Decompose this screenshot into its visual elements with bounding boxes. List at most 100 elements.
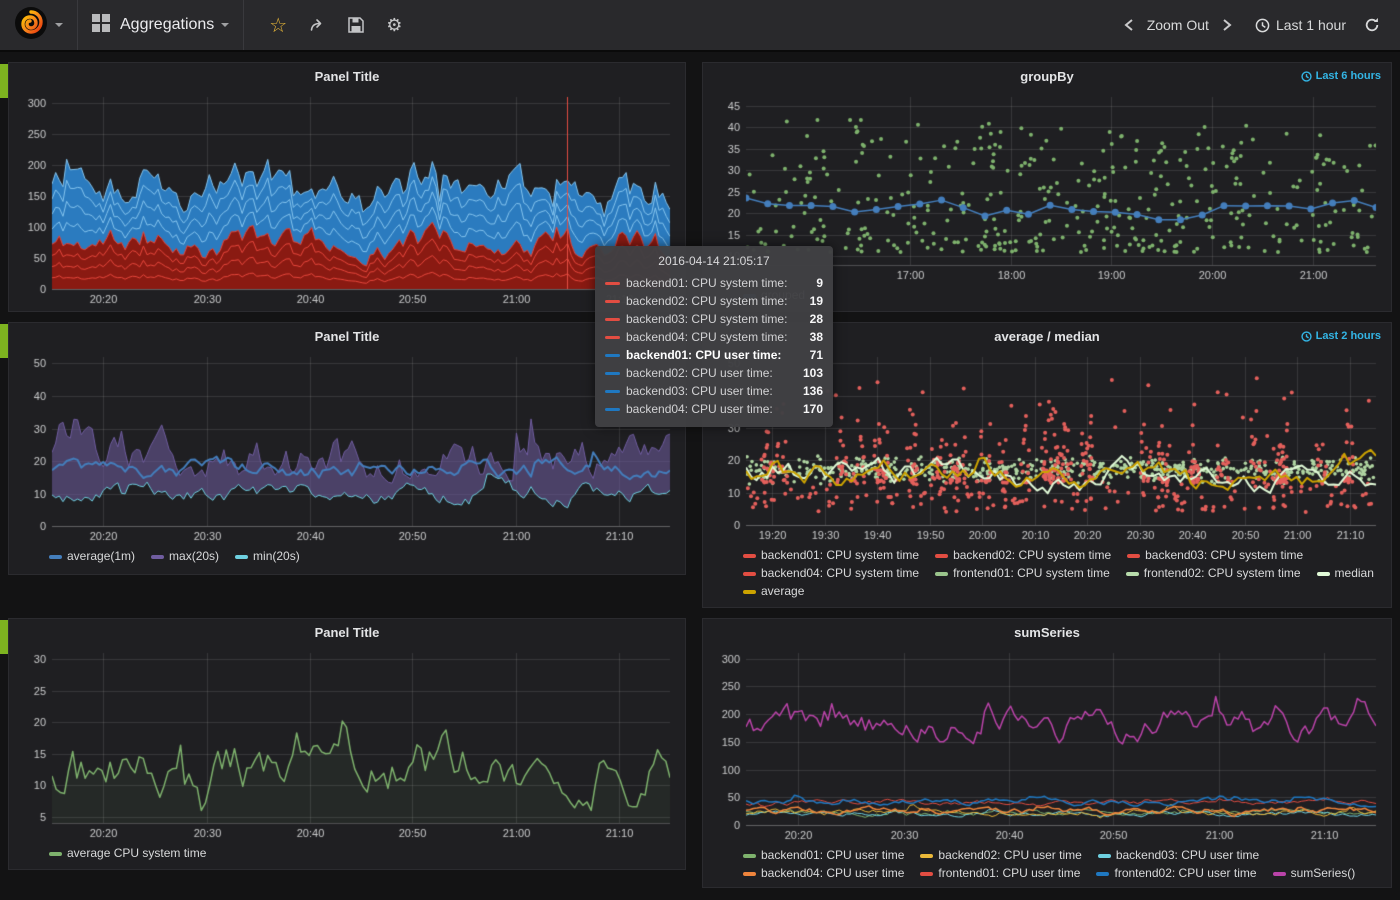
clock-icon — [1255, 18, 1270, 32]
star-button[interactable]: ☆ — [269, 14, 288, 37]
series-color-dash-icon — [920, 853, 934, 858]
legend: average CPU system time — [49, 846, 675, 861]
panel-title-text: groupBy — [1020, 68, 1074, 84]
panel-title[interactable]: groupBy — [703, 63, 1391, 89]
zoom-out-button[interactable]: Zoom Out — [1146, 17, 1209, 33]
legend-item[interactable]: frontend01: CPU user time — [920, 866, 1080, 881]
series-color-dash-icon — [1272, 871, 1286, 876]
panel-average-cpu: Panel Title average CPU system time — [8, 618, 686, 870]
series-color-dash-icon — [235, 554, 249, 559]
legend-item[interactable]: average CPU system time — [49, 846, 206, 861]
legend-item[interactable]: backend01: CPU system time — [743, 548, 919, 563]
series-color-dash-icon — [605, 371, 620, 375]
time-controls: Zoom Out Last 1 hour — [1119, 0, 1400, 50]
series-color-dash-icon — [743, 853, 756, 858]
dashboard-title[interactable]: Aggregations — [120, 16, 215, 33]
legend: average(1m) max(20s) min(20s) — [49, 549, 675, 564]
time-range-label: Last 1 hour — [1275, 17, 1346, 33]
series-color-dash-icon — [605, 281, 620, 285]
series-color-dash-icon — [151, 554, 165, 559]
tooltip-row: backend03: CPU system time: 28 — [605, 310, 823, 328]
time-shift-forward-button[interactable] — [1217, 18, 1237, 32]
tooltip-row: backend02: CPU system time: 19 — [605, 292, 823, 310]
legend-item[interactable]: average(1m) — [49, 549, 135, 564]
panel-title-text: sumSeries — [1014, 624, 1080, 640]
legend-item[interactable]: average — [743, 584, 804, 599]
legend-item[interactable]: median — [1316, 566, 1374, 581]
series-color-dash-icon — [605, 353, 620, 357]
series-color-dash-icon — [605, 407, 620, 411]
tooltip-row: backend02: CPU user time: 103 — [605, 364, 823, 382]
share-icon — [310, 19, 322, 31]
legend-item[interactable]: backend02: CPU system time — [935, 548, 1111, 563]
grafana-logo-menu[interactable] — [0, 0, 78, 50]
panel-cpu-stacked: Panel Title — [8, 62, 686, 312]
time-range-picker[interactable]: Last 1 hour — [1255, 17, 1346, 33]
legend-item[interactable]: max(20s) — [151, 549, 219, 564]
tooltip-row: backend04: CPU user time: 170 — [605, 400, 823, 418]
chart-canvas[interactable] — [16, 645, 680, 843]
series-color-dash-icon — [935, 553, 949, 558]
series-color-dash-icon — [605, 317, 620, 321]
series-color-dash-icon — [743, 553, 756, 558]
refresh-icon — [1365, 18, 1379, 32]
graph-tooltip: 2016-04-14 21:05:17 backend01: CPU syste… — [595, 246, 833, 427]
series-color-dash-icon — [49, 554, 62, 559]
dashboard-dropdown-caret-icon — [221, 23, 230, 27]
panel-title[interactable]: average / median — [703, 323, 1391, 349]
legend-item[interactable]: frontend01: CPU system time — [935, 566, 1110, 581]
save-button[interactable] — [348, 17, 364, 33]
grafana-logo-icon — [14, 6, 48, 45]
panel-sumseries: sumSeries backend01: CPU user time backen… — [702, 618, 1392, 888]
legend: backend01: CPU user time backend02: CPU u… — [743, 848, 1381, 881]
dashboards-grid-icon — [92, 13, 110, 37]
dashboard-picker[interactable]: Aggregations — [78, 0, 245, 50]
settings-button[interactable]: ⚙ — [386, 15, 402, 36]
panel-title-text: Panel Title — [314, 68, 380, 84]
time-override-badge[interactable]: Last 6 hours — [1300, 70, 1381, 82]
series-color-dash-icon — [920, 871, 934, 876]
save-icon — [348, 17, 364, 33]
series-color-dash-icon — [743, 871, 756, 876]
legend-item[interactable]: frontend02: CPU system time — [1125, 566, 1301, 581]
time-shift-back-button[interactable] — [1119, 18, 1139, 32]
time-override-badge[interactable]: Last 2 hours — [1300, 330, 1381, 342]
series-color-dash-icon — [1316, 571, 1330, 576]
series-color-dash-icon — [605, 389, 620, 393]
tooltip-row: backend01: CPU system time: 9 — [605, 274, 823, 292]
panel-title-text: Panel Title — [314, 328, 380, 344]
refresh-button[interactable] — [1360, 17, 1384, 33]
legend-item[interactable]: backend04: CPU user time — [743, 866, 904, 881]
legend-item[interactable]: sumSeries() — [1272, 866, 1355, 881]
series-color-dash-icon — [743, 571, 756, 576]
panel-title[interactable]: Panel Title — [9, 63, 685, 89]
panel-title[interactable]: sumSeries — [703, 619, 1391, 645]
series-color-dash-icon — [1127, 553, 1141, 558]
series-color-dash-icon — [1125, 571, 1139, 576]
logo-dropdown-caret-icon — [55, 23, 63, 27]
graph-tooltip-rows: backend01: CPU system time: 9 backend02: C… — [605, 274, 823, 418]
tooltip-row: backend04: CPU system time: 38 — [605, 328, 823, 346]
chart-canvas[interactable] — [710, 645, 1386, 845]
dashboard-actions: ☆ ⚙ — [244, 0, 427, 50]
series-color-dash-icon — [1096, 871, 1110, 876]
legend-item[interactable]: backend03: CPU system time — [1127, 548, 1303, 563]
chart-canvas[interactable] — [16, 349, 680, 546]
tooltip-row: backend03: CPU user time: 136 — [605, 382, 823, 400]
legend-item[interactable]: frontend02: CPU user time — [1096, 866, 1257, 881]
series-color-dash-icon — [605, 299, 620, 303]
legend-item[interactable]: min(20s) — [235, 549, 300, 564]
panel-title[interactable]: Panel Title — [9, 323, 685, 349]
panel-title-text: average / median — [994, 328, 1100, 344]
gear-icon: ⚙ — [386, 14, 403, 35]
tooltip-row: backend01: CPU user time: 71 — [605, 346, 823, 364]
series-color-dash-icon — [1097, 853, 1111, 858]
share-button[interactable] — [309, 17, 326, 33]
series-color-dash-icon — [605, 335, 620, 339]
legend-item[interactable]: backend01: CPU user time — [743, 848, 904, 863]
legend-item[interactable]: backend04: CPU system time — [743, 566, 919, 581]
panel-title[interactable]: Panel Title — [9, 619, 685, 645]
legend-item[interactable]: backend03: CPU user time — [1097, 848, 1259, 863]
chart-canvas[interactable] — [16, 89, 680, 309]
legend-item[interactable]: backend02: CPU user time — [920, 848, 1082, 863]
